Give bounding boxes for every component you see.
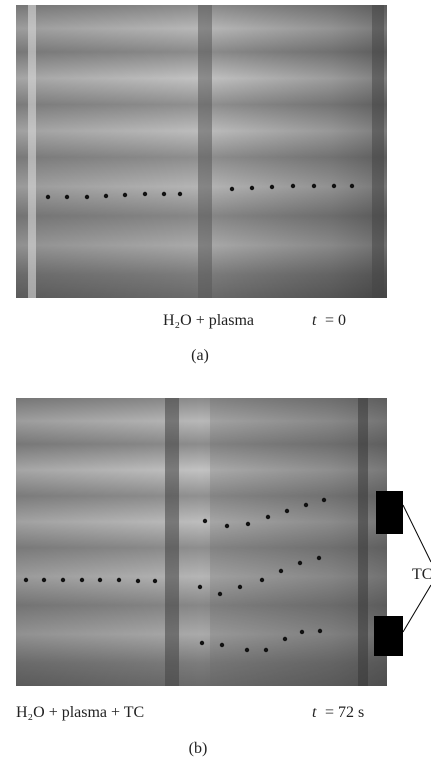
annotation: TC bbox=[412, 566, 431, 583]
panel-label: (a) bbox=[191, 347, 209, 364]
caption: H₂O + plasma + TC bbox=[16, 704, 144, 721]
image-a bbox=[16, 5, 387, 298]
leader-line bbox=[402, 504, 431, 563]
panel-label: (b) bbox=[189, 740, 208, 757]
time-value: = 72 s bbox=[325, 704, 364, 721]
thermocouple bbox=[374, 616, 403, 656]
leader-line bbox=[402, 584, 431, 633]
thermocouple bbox=[376, 491, 403, 534]
time-value: = 0 bbox=[325, 312, 346, 329]
time-variable: t bbox=[312, 704, 317, 721]
image-b bbox=[16, 398, 387, 686]
caption: H₂O + plasma bbox=[163, 312, 254, 329]
time-variable: t bbox=[312, 312, 317, 329]
